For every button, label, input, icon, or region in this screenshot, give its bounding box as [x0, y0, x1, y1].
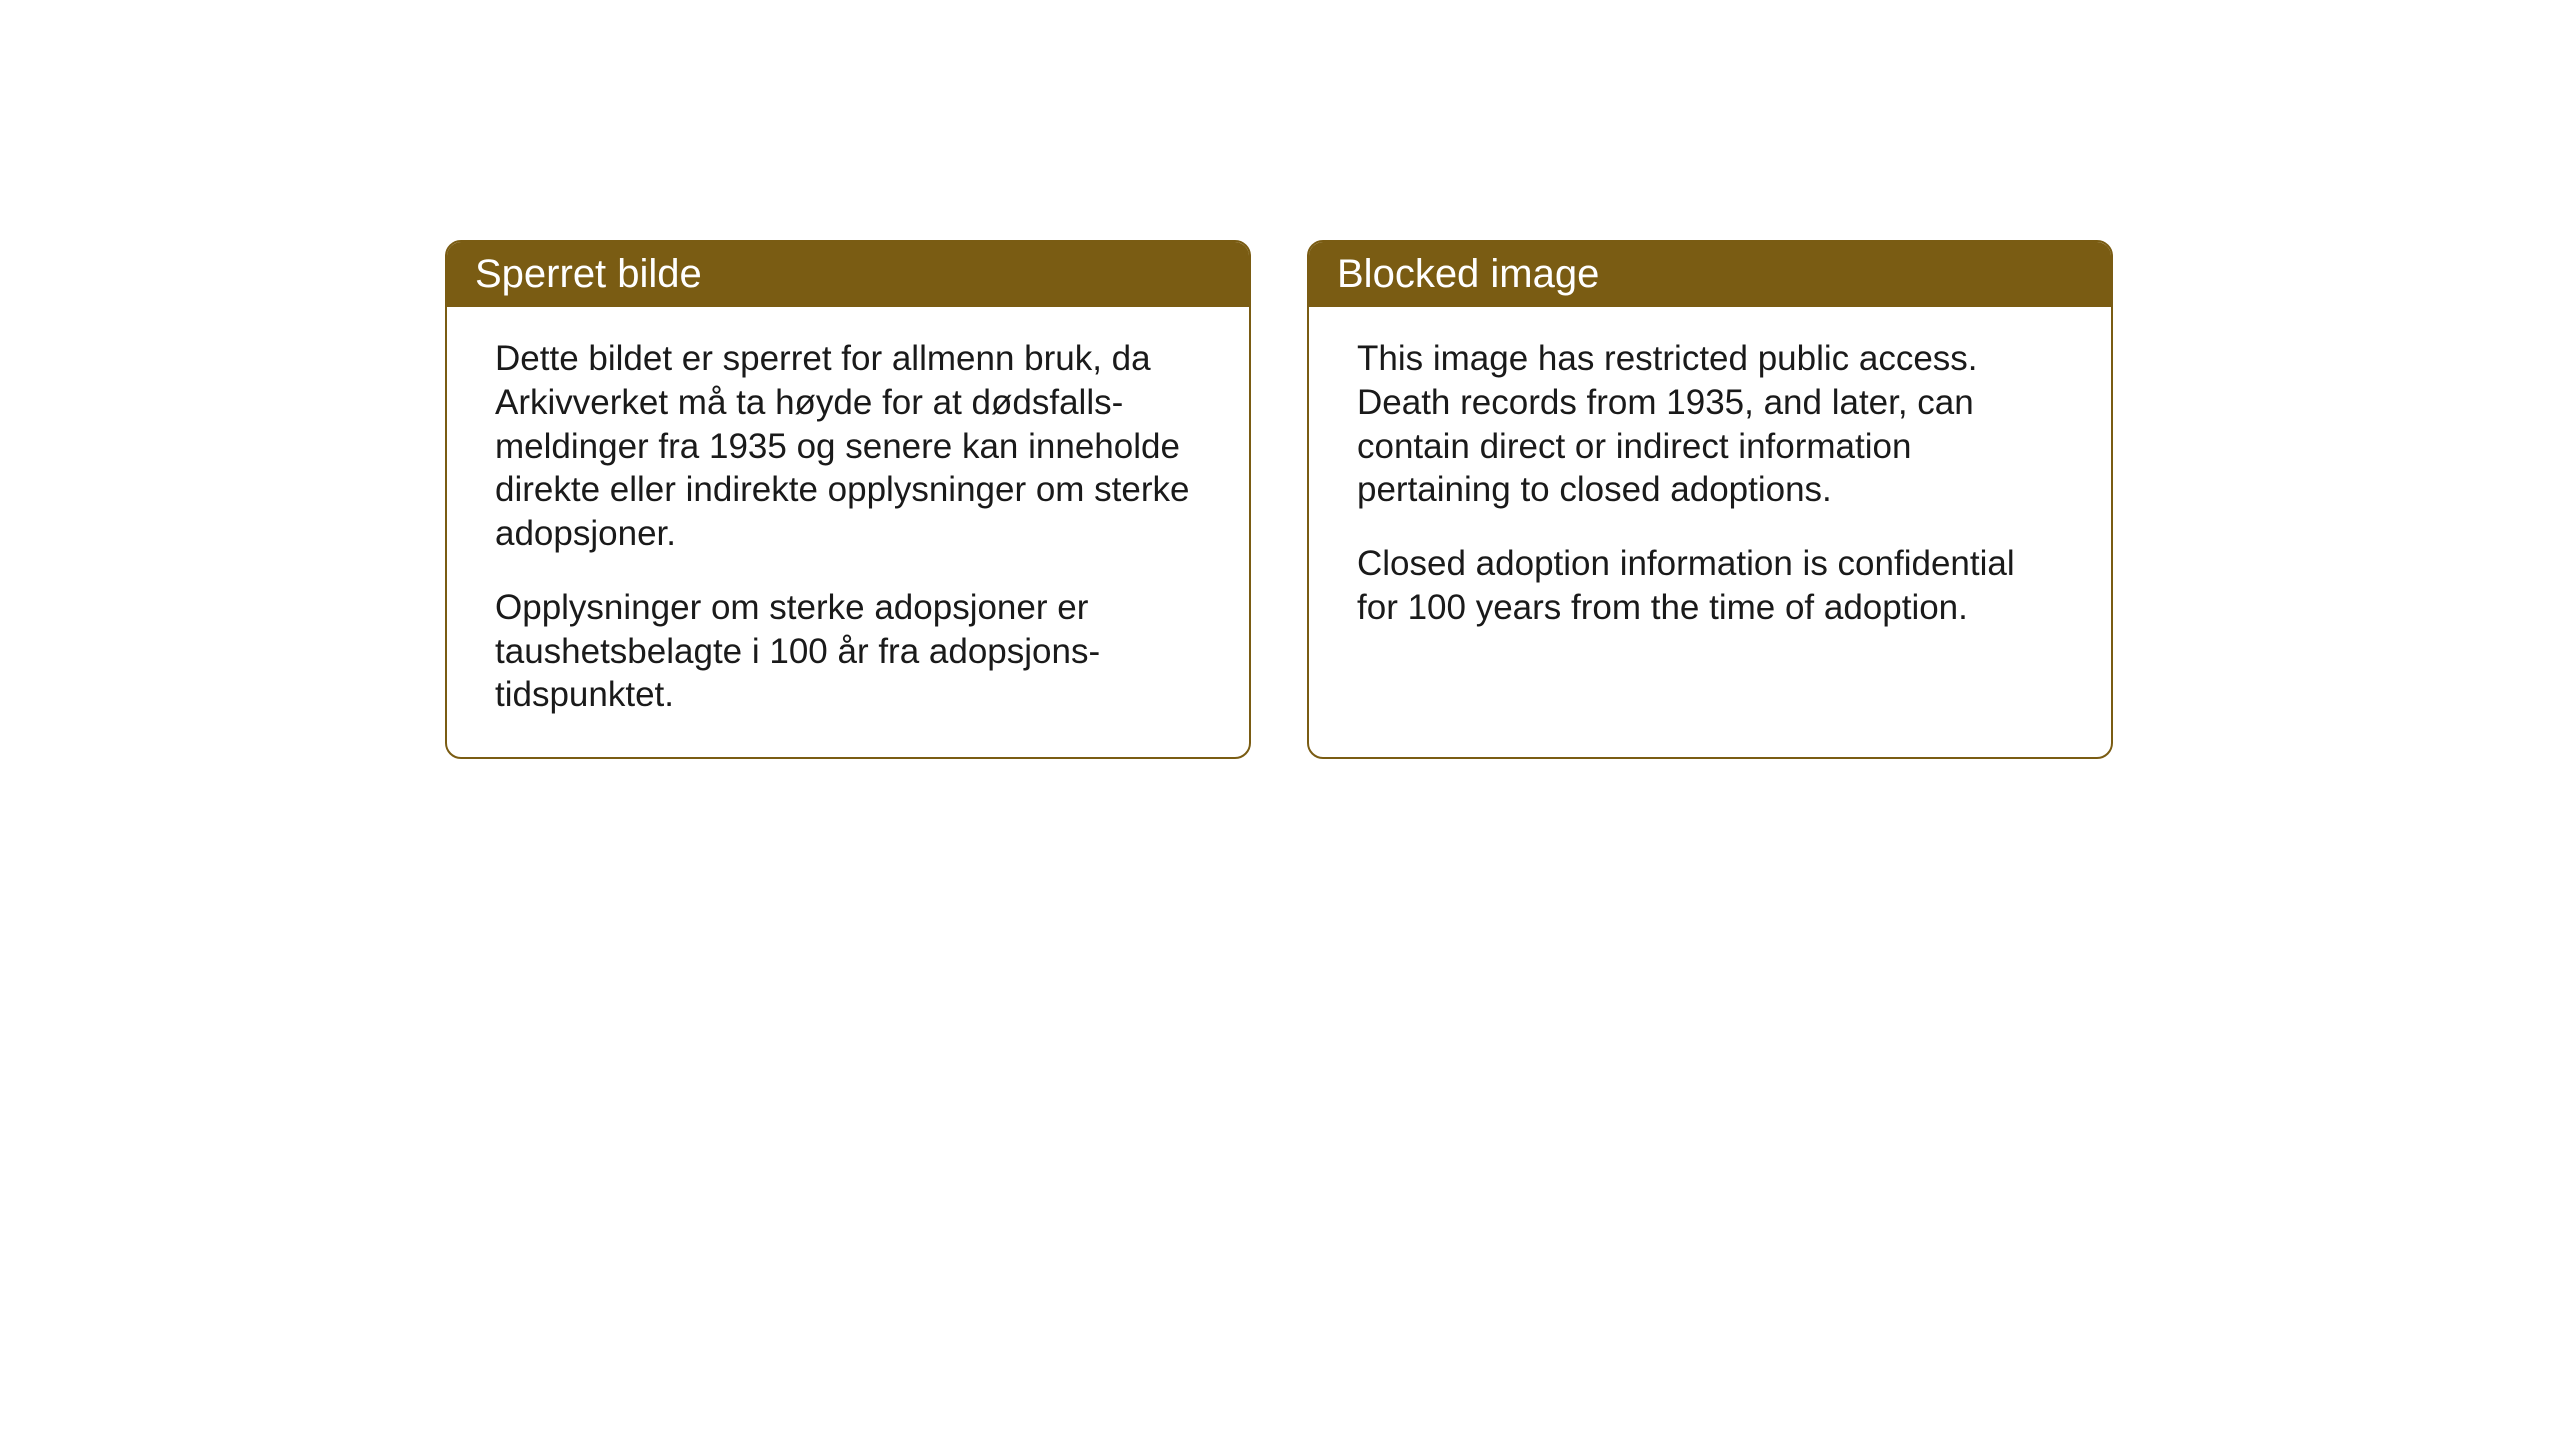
card-body-english: This image has restricted public access.… — [1309, 307, 2111, 670]
cards-container: Sperret bilde Dette bildet er sperret fo… — [445, 240, 2113, 759]
card-header-english: Blocked image — [1309, 242, 2111, 307]
card-title-english: Blocked image — [1337, 252, 1599, 296]
card-paragraph-2-norwegian: Opplysninger om sterke adopsjoner er tau… — [495, 586, 1201, 717]
card-body-norwegian: Dette bildet er sperret for allmenn bruk… — [447, 307, 1249, 757]
card-paragraph-2-english: Closed adoption information is confident… — [1357, 542, 2063, 630]
card-header-norwegian: Sperret bilde — [447, 242, 1249, 307]
card-english: Blocked image This image has restricted … — [1307, 240, 2113, 759]
card-norwegian: Sperret bilde Dette bildet er sperret fo… — [445, 240, 1251, 759]
card-title-norwegian: Sperret bilde — [475, 252, 702, 296]
card-paragraph-1-english: This image has restricted public access.… — [1357, 337, 2063, 512]
card-paragraph-1-norwegian: Dette bildet er sperret for allmenn bruk… — [495, 337, 1201, 556]
